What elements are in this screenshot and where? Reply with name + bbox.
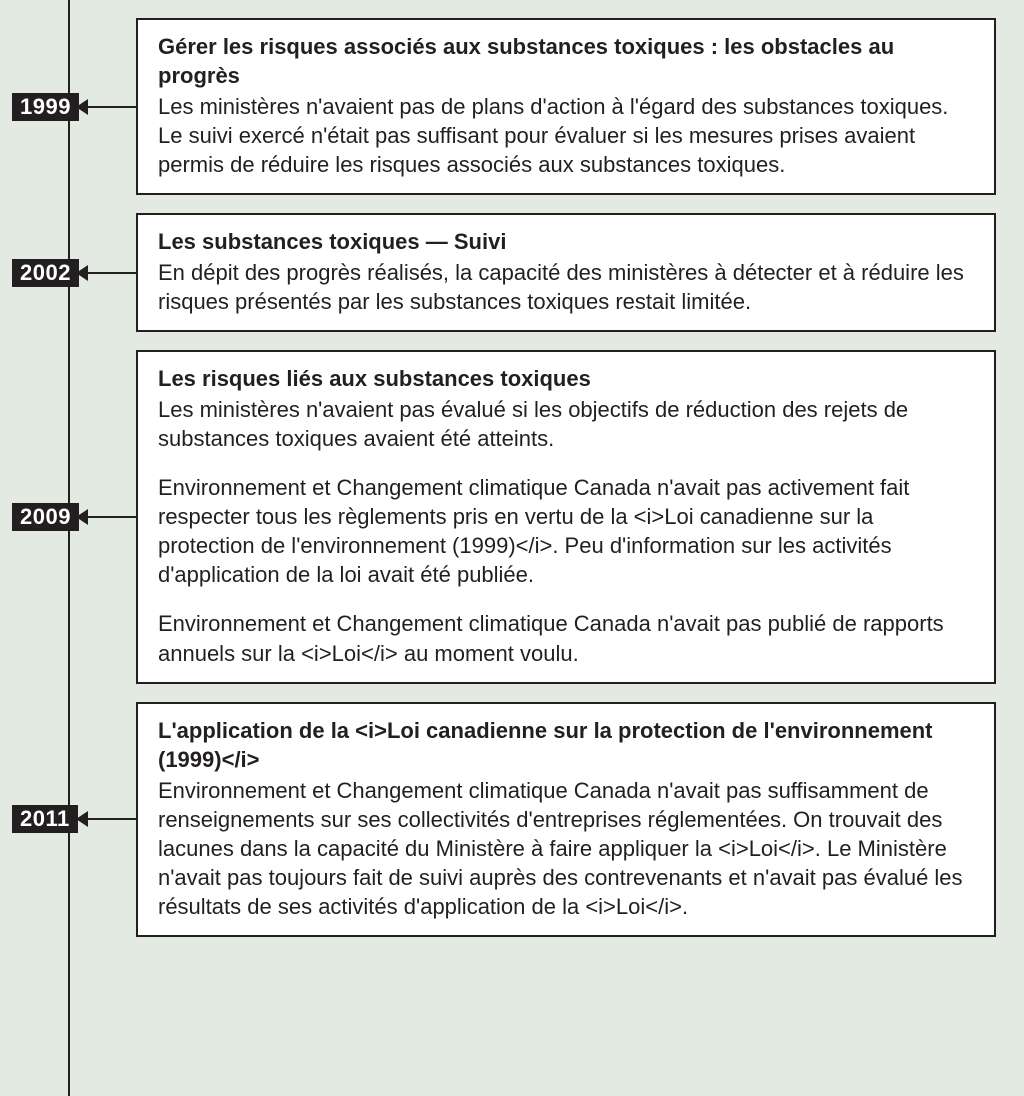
card-title: Les substances toxiques — Suivi — [158, 227, 974, 256]
arrow-icon — [76, 510, 138, 524]
arrow-icon — [76, 812, 138, 826]
card-paragraph: Environnement et Changement climatique C… — [158, 473, 974, 589]
timeline-card: Gérer les risques associés aux substance… — [136, 18, 996, 195]
card-paragraph: En dépit des progrès réalisés, la capaci… — [158, 258, 974, 316]
card-title: L'application de la <i>Loi canadienne su… — [158, 716, 974, 774]
card-paragraph: Environnement et Changement climatique C… — [158, 776, 974, 921]
arrow-icon — [76, 266, 138, 280]
timeline-entry: 2002Les substances toxiques — SuiviEn dé… — [28, 213, 996, 332]
year-badge: 1999 — [12, 93, 79, 121]
arrow-icon — [76, 100, 138, 114]
card-paragraph: Les ministères n'avaient pas de plans d'… — [158, 92, 974, 179]
year-badge: 2009 — [12, 503, 79, 531]
timeline-card: Les substances toxiques — SuiviEn dépit … — [136, 213, 996, 332]
timeline-entry: 2009Les risques liés aux substances toxi… — [28, 350, 996, 683]
card-paragraph: Les ministères n'avaient pas évalué si l… — [158, 395, 974, 453]
timeline-canvas: 1999 Gérer les risques associés aux subst… — [0, 0, 1024, 1096]
card-title: Les risques liés aux substances toxiques — [158, 364, 974, 393]
card-title: Gérer les risques associés aux substance… — [158, 32, 974, 90]
timeline-card: L'application de la <i>Loi canadienne su… — [136, 702, 996, 937]
timeline-entry: 2011L'application de la <i>Loi canadienn… — [28, 702, 996, 937]
timeline-entries: 1999Gérer les risques associés aux subst… — [28, 18, 996, 937]
year-badge: 2002 — [12, 259, 79, 287]
card-paragraph: Environnement et Changement climatique C… — [158, 609, 974, 667]
year-badge: 2011 — [12, 805, 78, 833]
timeline-card: Les risques liés aux substances toxiques… — [136, 350, 996, 683]
timeline-entry: 1999Gérer les risques associés aux subst… — [28, 18, 996, 195]
